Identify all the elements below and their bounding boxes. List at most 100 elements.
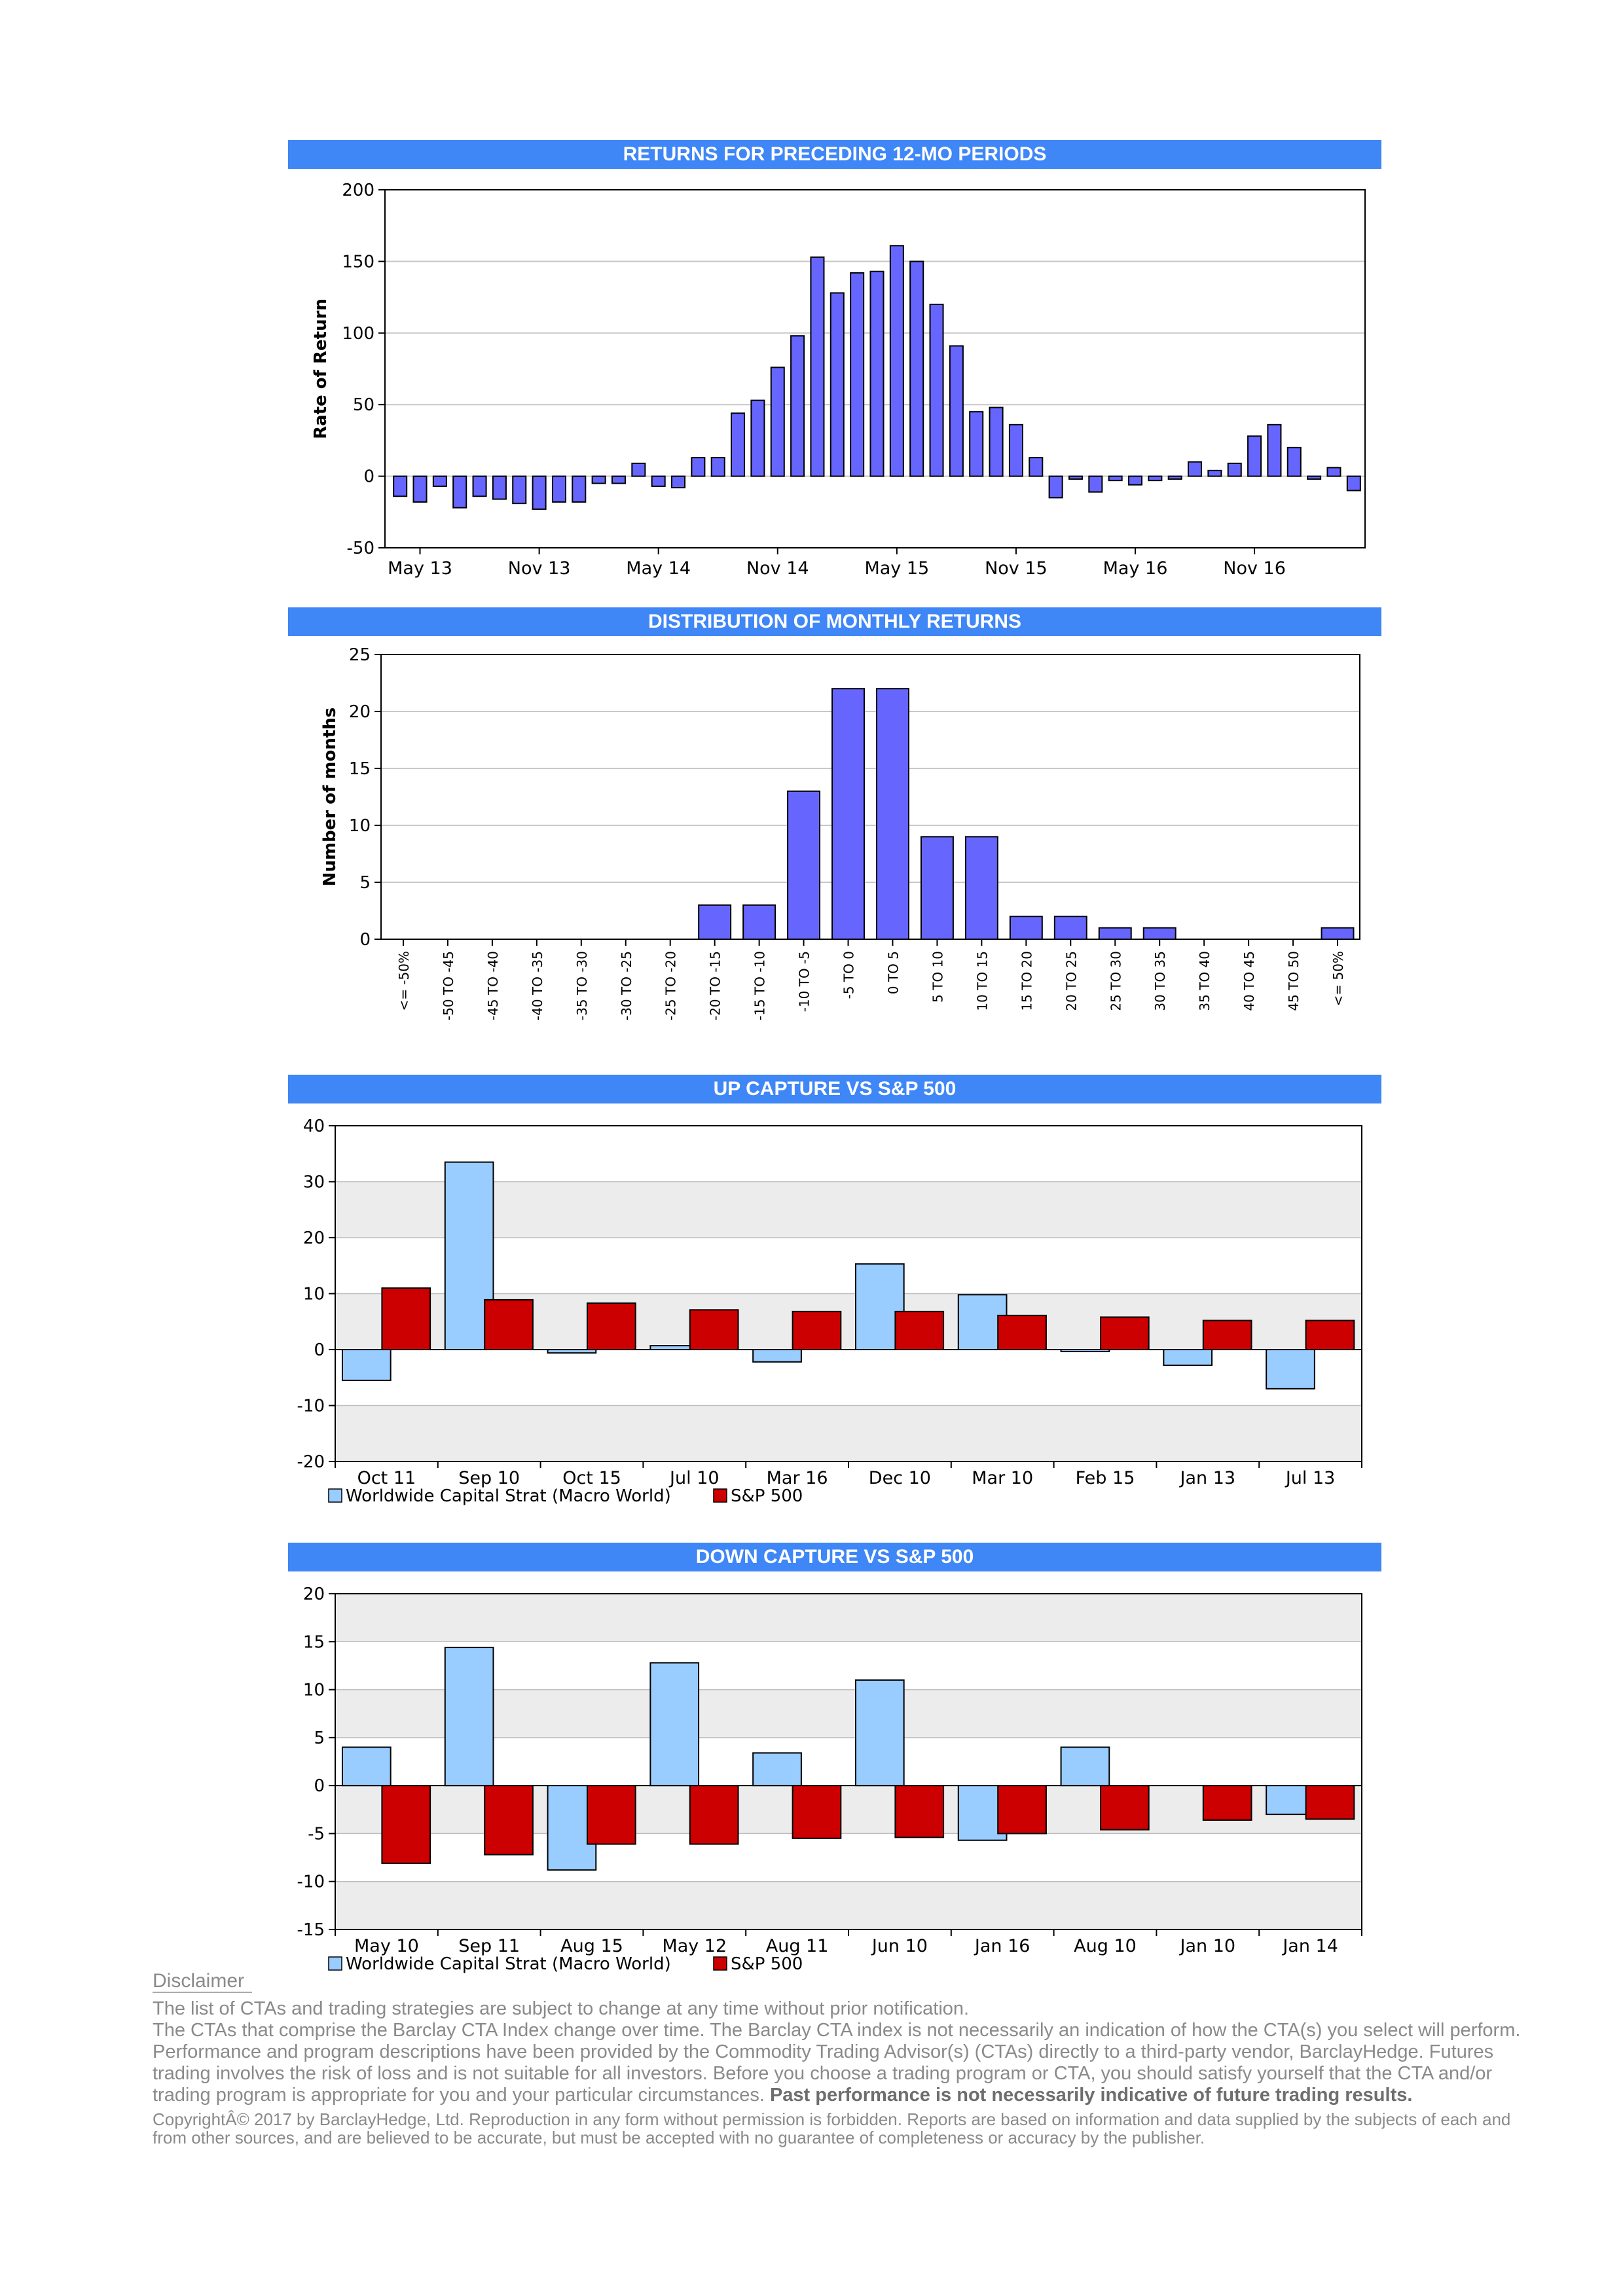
legend-swatch-series-2 xyxy=(713,1956,727,1971)
y-tick-label: 20 xyxy=(303,1585,325,1604)
x-tick-label: -15 TO -10 xyxy=(752,951,768,1020)
bar xyxy=(512,475,527,505)
legend-label-series-2: S&P 500 xyxy=(731,1486,803,1506)
disclaimer-block: Disclaimer The list of CTAs and trading … xyxy=(153,1970,1521,2147)
x-tick-label: Sep 11 xyxy=(458,1936,520,1956)
bar xyxy=(671,475,686,489)
bar xyxy=(1346,475,1361,492)
grid-band xyxy=(335,1641,1362,1690)
bar xyxy=(1029,457,1044,477)
bar-series-2 xyxy=(894,1785,945,1839)
bar-series-1 xyxy=(341,1349,392,1382)
x-tick-label: May 13 xyxy=(388,558,452,579)
bar xyxy=(393,475,408,497)
x-tick-label: Nov 16 xyxy=(1223,558,1286,579)
y-tick-label: 40 xyxy=(303,1117,325,1136)
y-tick-label: 25 xyxy=(349,648,371,665)
bar xyxy=(920,836,954,940)
x-tick-label: -40 TO -35 xyxy=(530,951,545,1020)
bar-series-1 xyxy=(1060,1746,1110,1787)
bar-series-1 xyxy=(444,1647,494,1787)
bar xyxy=(810,256,825,477)
bar-series-1 xyxy=(1060,1349,1110,1352)
bar xyxy=(1321,927,1355,941)
x-tick-label: Nov 15 xyxy=(985,558,1048,579)
plot-frame xyxy=(380,654,1360,940)
x-tick-label: 5 TO 10 xyxy=(930,951,945,1003)
disclaimer-line-3-text: Performance and program descriptions hav… xyxy=(153,2041,1494,2106)
bar xyxy=(1286,446,1302,477)
legend-label-series-1: Worldwide Capital Strat (Macro World) xyxy=(346,1486,671,1506)
y-tick-label: 5 xyxy=(314,1729,325,1748)
x-tick-label: 45 TO 50 xyxy=(1286,951,1302,1011)
y-tick-label: 0 xyxy=(359,930,371,950)
x-tick-label: -35 TO -30 xyxy=(574,951,590,1020)
x-tick-label: 15 TO 20 xyxy=(1019,951,1034,1011)
down-capture-chart: -15 -10 -5 0 5 10 15 20 May 10 Sep 11 Aug 15 May 12… xyxy=(297,1585,1362,1974)
bar xyxy=(1207,469,1222,477)
x-tick-label: Oct 11 xyxy=(357,1468,416,1488)
y-axis-label: Number of months xyxy=(320,708,340,887)
bar xyxy=(1053,916,1087,941)
bar-series-2 xyxy=(1202,1319,1252,1351)
disclaimer-line-3: Performance and program descriptions hav… xyxy=(153,2041,1521,2106)
x-tick-label: -30 TO -25 xyxy=(619,951,634,1020)
bar xyxy=(830,292,845,477)
bar xyxy=(1098,927,1132,941)
bar-series-2 xyxy=(997,1314,1047,1350)
grid-band xyxy=(335,1594,1362,1642)
y-tick-label: 10 xyxy=(349,816,371,836)
bar xyxy=(1227,462,1242,477)
bar-series-2 xyxy=(1100,1316,1150,1351)
bar xyxy=(1142,927,1176,941)
y-tick-label: 5 xyxy=(359,873,371,893)
bar xyxy=(964,836,998,940)
bar xyxy=(831,688,865,940)
x-tick-label: Jan 13 xyxy=(1179,1468,1236,1488)
bar xyxy=(1008,423,1023,477)
y-tick-label: 0 xyxy=(314,1340,325,1360)
bar xyxy=(1088,475,1103,493)
plot-frame xyxy=(335,1593,1362,1930)
bar xyxy=(691,457,706,477)
bar-series-1 xyxy=(752,1349,802,1363)
x-tick-label: Feb 15 xyxy=(1076,1468,1135,1488)
grid-band xyxy=(335,1689,1362,1738)
x-tick-label: 0 TO 5 xyxy=(885,951,901,994)
bar-series-2 xyxy=(587,1785,636,1845)
y-tick-label: 10 xyxy=(303,1285,325,1304)
x-tick-label: May 14 xyxy=(626,558,691,579)
x-tick-label: Aug 11 xyxy=(766,1936,829,1956)
grid-band xyxy=(335,1126,1362,1182)
bar xyxy=(1068,475,1083,480)
y-tick-label: -5 xyxy=(308,1824,325,1844)
legend-label-series-2: S&P 500 xyxy=(731,1954,803,1974)
x-tick-label: -45 TO -40 xyxy=(485,951,501,1020)
returns-12mo-chart: -50 0 50 100 150 200 Rate of Return May 13 Nov 1… xyxy=(311,181,1366,579)
x-tick-label: Jan 14 xyxy=(1281,1936,1338,1956)
grid-band xyxy=(335,1881,1362,1929)
bar xyxy=(591,475,606,484)
bar xyxy=(1127,475,1143,486)
plot-frame xyxy=(384,189,1366,548)
y-tick-label: 150 xyxy=(342,252,374,272)
bar-series-2 xyxy=(484,1785,534,1856)
y-tick-label: 0 xyxy=(314,1776,325,1796)
x-tick-label: Sep 10 xyxy=(458,1468,520,1488)
x-tick-label: 20 TO 25 xyxy=(1063,951,1079,1011)
bar xyxy=(1048,475,1063,499)
x-tick-label: Mar 16 xyxy=(767,1468,828,1488)
chart1-title-banner: RETURNS FOR PRECEDING 12-MO PERIODS xyxy=(288,140,1381,169)
bar xyxy=(631,462,646,477)
x-tick-label: 30 TO 35 xyxy=(1152,951,1168,1011)
bar xyxy=(1326,467,1341,477)
bar xyxy=(1307,475,1322,480)
bar xyxy=(790,335,805,477)
bar xyxy=(750,399,765,477)
disclaimer-line-1: The list of CTAs and trading strategies … xyxy=(153,1998,970,2019)
bar-series-2 xyxy=(997,1785,1047,1835)
bar xyxy=(1009,916,1043,941)
y-tick-label: 200 xyxy=(342,181,374,200)
bar xyxy=(651,475,666,487)
y-tick-label: 20 xyxy=(349,702,371,722)
